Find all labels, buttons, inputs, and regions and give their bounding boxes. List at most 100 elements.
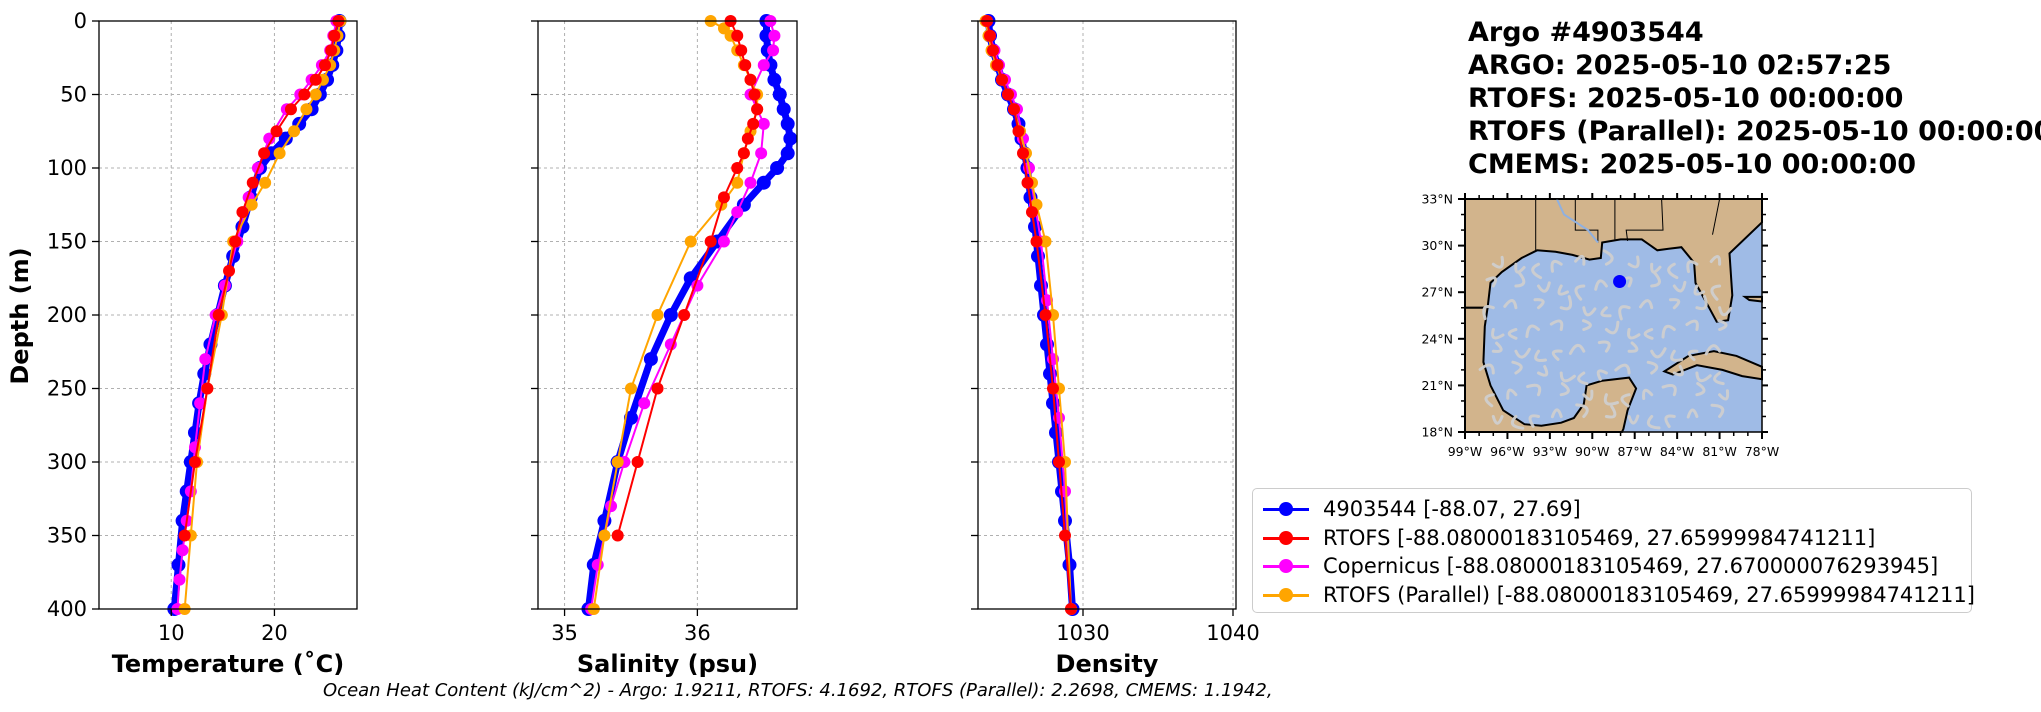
data-point-rtofs: [751, 103, 764, 116]
legend-label-copernicus: Copernicus [-88.08000183105469, 27.67000…: [1323, 554, 1939, 579]
streamline: [1525, 324, 1540, 338]
data-point-rtofs: [611, 529, 624, 542]
streamline: [1482, 304, 1495, 321]
map-land: [1464, 198, 1763, 433]
streamline: [1568, 343, 1586, 355]
y-tick-label: 0: [74, 9, 87, 33]
data-point-copernicus: [744, 176, 757, 189]
data-point-rtofs: [309, 73, 322, 86]
streamline: [1485, 276, 1498, 288]
data-point-rtofs: [987, 44, 999, 57]
streamline: [1559, 371, 1576, 383]
series-argo: [581, 14, 798, 616]
streamline: [1661, 383, 1677, 397]
y-tick-label: 150: [47, 230, 87, 254]
data-point-parallel: [624, 382, 637, 395]
y-tick-label: 100: [47, 156, 87, 180]
streamline: [1550, 259, 1563, 273]
streamline: [1604, 405, 1617, 419]
x-tick-label: 35: [551, 621, 578, 645]
data-point-parallel: [731, 176, 744, 189]
float-title-block: Argo #4903544 ARGO: 2025-05-10 02:57:25 …: [1468, 16, 2041, 181]
streamline: [1646, 415, 1661, 430]
streamline: [1559, 295, 1573, 311]
data-point-copernicus: [757, 117, 770, 130]
data-point-argo: [171, 557, 186, 572]
map-lat-label: 21°N: [1421, 378, 1453, 393]
data-point-rtofs: [996, 73, 1008, 86]
streamline: [1575, 403, 1589, 418]
data-point-rtofs: [735, 44, 748, 57]
data-point-parallel: [245, 198, 258, 211]
x-axis-label: Temperature (˚C): [112, 650, 345, 678]
data-point-rtofs: [1017, 147, 1029, 160]
title-cmems-time: CMEMS: 2025-05-10 00:00:00: [1468, 149, 1917, 180]
data-point-parallel: [273, 147, 286, 160]
data-point-rtofs: [737, 147, 750, 160]
streamline: [1639, 299, 1654, 310]
streamline: [1627, 255, 1640, 269]
data-point-rtofs: [748, 88, 761, 101]
streamline: [1510, 415, 1525, 430]
map-lat-label: 24°N: [1421, 331, 1453, 346]
streamline: [1557, 284, 1569, 296]
legend-swatch-copernicus: [1263, 556, 1309, 576]
data-point-rtofs: [246, 176, 259, 189]
x-tick-label: 1030: [1056, 621, 1109, 645]
x-tick-label: 20: [261, 621, 288, 645]
data-point-rtofs: [223, 264, 236, 277]
data-point-rtofs: [1047, 382, 1059, 395]
data-point-rtofs: [1039, 309, 1052, 321]
streamline: [1534, 349, 1547, 362]
streamline: [1646, 360, 1659, 375]
streamline: [1550, 408, 1563, 419]
streamline: [1514, 347, 1531, 359]
streamline: [1602, 249, 1614, 266]
y-tick-label: 250: [47, 377, 87, 401]
streamline: [1704, 344, 1722, 356]
streamline: [1614, 363, 1631, 375]
legend-swatch-parallel: [1263, 585, 1309, 605]
data-point-rtofs: [1053, 456, 1065, 468]
streamline: [1559, 382, 1570, 397]
legend-entry-parallel: RTOFS (Parallel) [-88.08000183105469, 27…: [1263, 581, 1975, 610]
legend-swatch-argo: [1263, 499, 1309, 519]
y-tick-label: 350: [47, 524, 87, 548]
streamline: [1661, 324, 1676, 339]
streamline: [1710, 284, 1722, 301]
streamline: [1670, 349, 1684, 362]
map-lon-label: 99°W: [1448, 444, 1483, 459]
streamline: [1642, 388, 1654, 400]
map-lon-label: 96°W: [1490, 444, 1525, 459]
data-point-argo: [278, 131, 293, 146]
streamline: [1514, 262, 1526, 274]
data-point-parallel: [259, 176, 272, 189]
y-tick-label: 300: [47, 450, 87, 474]
data-point-rtofs: [1021, 176, 1034, 189]
streamline: [1511, 360, 1523, 375]
data-point-rtofs: [325, 44, 338, 57]
chart-legend: 4903544 [-88.07, 27.69] RTOFS [-88.08000…: [1252, 488, 1975, 613]
streamline: [1667, 262, 1679, 280]
data-point-rtofs: [201, 382, 214, 395]
state-border: [1625, 198, 1664, 241]
data-point-rtofs: [744, 73, 757, 86]
data-point-argo: [780, 116, 795, 131]
streamline: [1597, 340, 1611, 353]
data-point-copernicus: [263, 132, 276, 145]
data-point-copernicus: [717, 235, 730, 248]
data-point-argo: [776, 102, 791, 117]
data-point-rtofs: [284, 103, 297, 116]
map-lon-label: 81°W: [1702, 444, 1737, 459]
data-point-rtofs: [270, 125, 283, 138]
temperature-panel: 0 50 100 150 200 250 300 350 400 10 20 Temperature …: [47, 9, 358, 678]
title-parallel-time: RTOFS (Parallel): 2025-05-10 00:00:00: [1468, 116, 2041, 147]
data-point-parallel: [684, 235, 697, 248]
legend-label-argo: 4903544 [-88.07, 27.69]: [1323, 497, 1581, 522]
streamline: [1491, 415, 1504, 425]
streamline: [1686, 260, 1699, 274]
streamline: [1491, 341, 1503, 353]
legend-swatch-rtofs: [1263, 528, 1309, 548]
streamline: [1713, 371, 1725, 386]
streamline: [1574, 284, 1586, 301]
